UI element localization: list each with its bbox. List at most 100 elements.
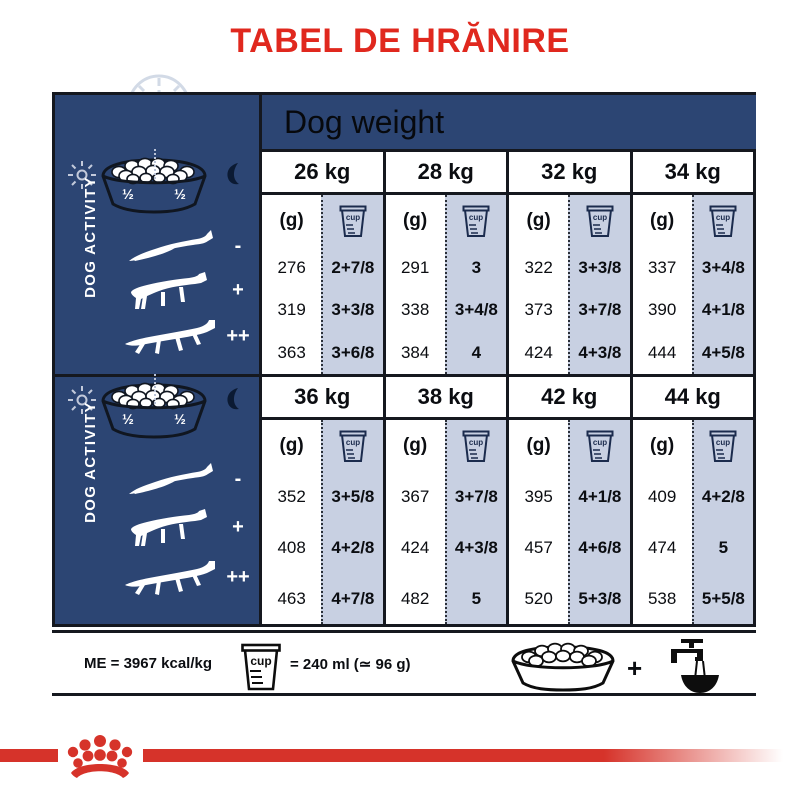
weight-label: 34 kg: [632, 152, 753, 195]
grams-header: (g): [526, 210, 551, 231]
weight-label: 28 kg: [385, 152, 506, 195]
cup-subcolumn: cup 4+1/8 4+6/8 5+3/8: [568, 420, 630, 624]
weight-label: 26 kg: [262, 152, 383, 195]
brand-bar-right: [143, 749, 783, 762]
cup-cell: 4+6/8: [578, 538, 622, 557]
cup-icon: cup: [570, 420, 629, 472]
royal-canin-crown-logo: [55, 732, 145, 780]
activity-level-row: -: [125, 228, 253, 266]
grams-cell: 322: [524, 258, 553, 278]
table-footer: ME = 3967 kcal/kg cup = 240 ml (≃ 96 g) …: [52, 630, 756, 696]
cup-cell: 3+4/8: [701, 258, 745, 278]
cup-cell: 3: [471, 258, 482, 278]
grams-header: (g): [279, 210, 304, 231]
cup-cell: 4+3/8: [454, 538, 498, 557]
svg-text:cup: cup: [346, 213, 360, 222]
grams-header: (g): [649, 435, 675, 456]
grams-header: (g): [402, 210, 428, 231]
activity-marker: -: [234, 235, 242, 257]
cup-icon: cup: [694, 420, 753, 472]
metabolizable-energy-label: ME = 3967 kcal/kg: [84, 655, 212, 672]
svg-text:cup: cup: [593, 438, 607, 447]
grams-cell: 424: [524, 342, 553, 362]
grams-cell: 408: [277, 538, 306, 557]
weight-column: 36 kg (g) 352 408 463 cup 3+5/8 4+2/8: [262, 377, 386, 624]
weight-label: 44 kg: [632, 377, 753, 420]
svg-text:cup: cup: [593, 213, 607, 222]
dog-weight-header: Dog weight: [259, 95, 756, 152]
grams-cell: 409: [647, 487, 677, 507]
cup-cell: 4+2/8: [331, 538, 375, 557]
grams-cell: 444: [647, 342, 677, 362]
meal-split-divider: [154, 149, 156, 179]
cup-icon: cup: [323, 420, 382, 472]
dog-bowl-kibble-icon: ½ ½: [95, 379, 213, 441]
dog-activity-panel-2: ½ ½ DOG ACTIVITY -: [55, 374, 259, 624]
weight-column: 32 kg (g) 322 373 424 cup 3+3/8 3+7/8: [509, 152, 633, 374]
grams-cell: 291: [400, 258, 430, 278]
meal-split-divider: [154, 374, 156, 404]
cup-subcolumn: cup 2+7/8 3+3/8 3+6/8: [321, 195, 383, 374]
svg-text:cup: cup: [346, 438, 360, 447]
activity-level-row: -: [125, 461, 253, 499]
cup-cell: 3+7/8: [454, 487, 498, 507]
dog-activity-label: DOG ACTIVITY: [82, 176, 99, 298]
cup-cell: 4+7/8: [331, 588, 375, 608]
weight-column: 26 kg (g) 276 319 363 cup 2+7/8 3+3/8: [262, 152, 386, 374]
grams-header: (g): [279, 435, 304, 456]
svg-text:cup: cup: [716, 213, 730, 222]
weight-grid-2: 36 kg (g) 352 408 463 cup 3+5/8 4+2/8: [259, 377, 753, 624]
cup-subcolumn: cup 3+3/8 3+7/8 4+3/8: [568, 195, 630, 374]
brand-bar-left: [0, 749, 58, 762]
moon-icon: [220, 385, 246, 411]
dog-running-icon: [125, 559, 217, 597]
cup-cell: 5: [718, 538, 729, 557]
grams-cell: 538: [647, 588, 677, 608]
grams-header: (g): [649, 210, 675, 231]
grams-cell: 367: [400, 487, 430, 507]
cup-cell: 4+2/8: [701, 487, 745, 507]
dog-lying-icon: [125, 461, 217, 499]
grams-cell: 424: [400, 538, 430, 557]
activity-level-row: +: [125, 509, 253, 547]
cup-cell: 4+5/8: [701, 342, 745, 362]
cup-cell: 2+7/8: [331, 258, 375, 278]
grams-cell: 390: [647, 300, 677, 320]
activity-marker: ++: [226, 566, 250, 588]
cup-cell: 4+1/8: [701, 300, 745, 320]
feeding-table: Dog weight: [52, 92, 756, 627]
grams-subcolumn: (g) 367 424 482: [385, 420, 445, 624]
activity-marker: +: [232, 516, 244, 538]
dog-bowl-kibble-icon: [507, 641, 619, 693]
weight-column: 44 kg (g) 409 474 538 cup 4+2/8 5: [632, 377, 753, 624]
page-title: TABEL DE HRĂNIRE: [230, 22, 570, 60]
measuring-cup-icon: cup: [240, 643, 282, 691]
cup-icon: cup: [447, 420, 506, 472]
grams-cell: 520: [524, 588, 553, 608]
activity-level-row: ++: [125, 318, 253, 356]
cup-icon: cup: [323, 195, 382, 247]
cup-cell: 3+3/8: [331, 300, 375, 320]
svg-text:cup: cup: [250, 654, 271, 668]
feeding-block-1: ½ ½ DOG ACTIVITY -: [55, 149, 753, 374]
grams-cell: 395: [524, 487, 553, 507]
sun-icon: [67, 385, 97, 415]
dog-standing-icon: [125, 509, 217, 547]
svg-text:½: ½: [174, 411, 186, 427]
cup-subcolumn: cup 3+4/8 4+1/8 4+5/8: [691, 195, 753, 374]
cup-cell: 5+3/8: [578, 588, 622, 608]
dog-activity-label: DOG ACTIVITY: [82, 401, 99, 523]
activity-marker: +: [232, 279, 244, 301]
cup-subcolumn: cup 3+5/8 4+2/8 4+7/8: [321, 420, 383, 624]
cup-icon: cup: [570, 195, 629, 247]
grams-cell: 482: [400, 588, 430, 608]
grams-cell: 319: [277, 300, 306, 320]
grams-cell: 352: [277, 487, 306, 507]
dog-lying-icon: [125, 228, 217, 266]
grams-cell: 463: [277, 588, 306, 608]
grams-header: (g): [526, 435, 551, 456]
weight-label: 42 kg: [509, 377, 630, 420]
weight-label: 36 kg: [262, 377, 383, 420]
cup-subcolumn: cup 3 3+4/8 4: [444, 195, 506, 374]
cup-cell: 3+3/8: [578, 258, 622, 278]
